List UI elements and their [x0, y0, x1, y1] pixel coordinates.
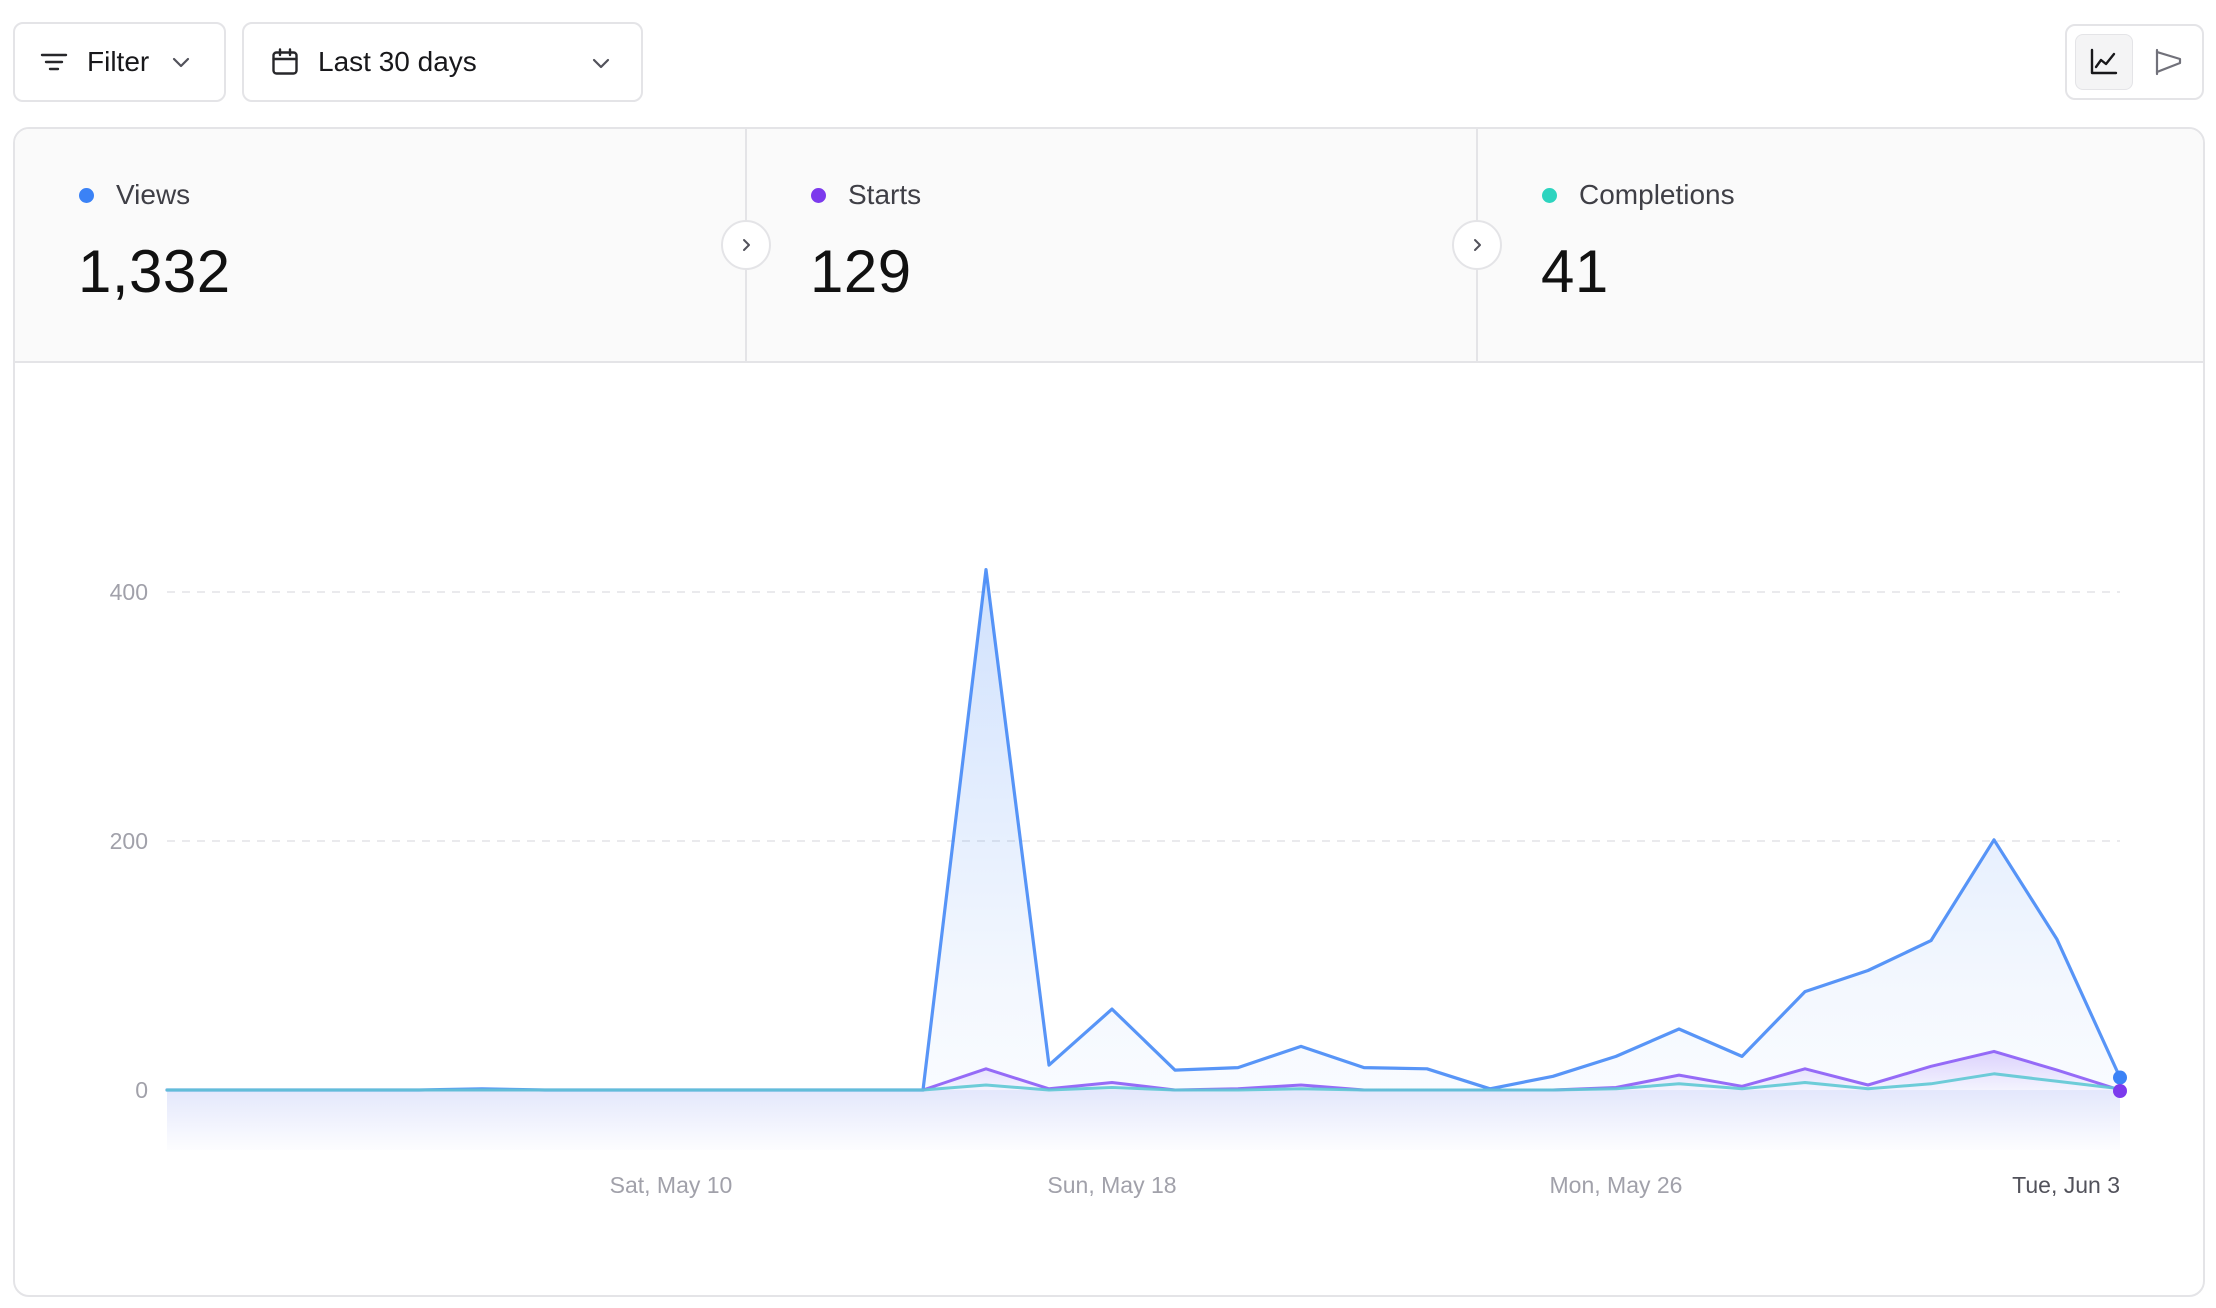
- chevron-down-icon: [169, 50, 193, 74]
- views-to-starts-arrow-button[interactable]: [721, 220, 771, 270]
- line-chart: 0 200 400 Sat, May 10 Sun, May 18 Mon, May 26…: [110, 568, 2127, 1198]
- x-tick-label: Sun, May 18: [1047, 1172, 1176, 1198]
- metric-starts[interactable]: Starts 129: [747, 129, 1477, 361]
- metric-starts-value: 129: [810, 238, 912, 305]
- date-range-label: Last 30 days: [318, 46, 477, 77]
- chart-view-toggle: [2065, 24, 2204, 100]
- metric-completions-label-text: Completions: [1579, 179, 1735, 210]
- filter-icon: [39, 47, 69, 77]
- series-area-views: [167, 569, 2120, 1090]
- line-chart-icon: [2089, 47, 2119, 77]
- chevron-right-icon: [737, 236, 755, 254]
- baseline-band: [167, 1090, 2120, 1150]
- filter-label: Filter: [87, 46, 150, 77]
- y-tick-label: 200: [110, 828, 148, 854]
- metric-starts-label: Starts: [811, 179, 921, 211]
- metric-views-label: Views: [79, 179, 190, 211]
- y-tick-label: 400: [110, 579, 148, 605]
- chevron-down-icon: [589, 51, 613, 75]
- x-tick-label: Mon, May 26: [1550, 1172, 1683, 1198]
- metric-views-value: 1,332: [78, 238, 231, 305]
- metric-completions[interactable]: Completions 41: [1478, 129, 2203, 361]
- y-tick-label: 0: [135, 1077, 148, 1103]
- completions-dot-icon: [1542, 187, 1557, 203]
- series-line-completions: [165, 1072, 2122, 1092]
- views-dot-icon: [79, 187, 94, 203]
- series-area-starts: [167, 1051, 2120, 1090]
- metric-completions-value: 41: [1541, 238, 1609, 305]
- metric-completions-label: Completions: [1542, 179, 1735, 211]
- filter-button[interactable]: Filter: [13, 22, 226, 102]
- line-chart-view-button[interactable]: [2075, 34, 2133, 90]
- x-tick-label: Sat, May 10: [610, 1172, 733, 1198]
- starts-dot-icon: [811, 187, 826, 203]
- chevron-right-icon: [1468, 236, 1486, 254]
- date-range-picker[interactable]: Last 30 days: [242, 22, 643, 102]
- funnel-chart-icon: [2153, 47, 2183, 77]
- starts-end-marker: [2113, 1084, 2127, 1098]
- metric-views[interactable]: Views 1,332: [15, 129, 745, 361]
- metrics-row: Views 1,332 Starts 129 Compl: [15, 129, 2203, 363]
- starts-to-completions-arrow-button[interactable]: [1452, 220, 1502, 270]
- toolbar: Filter Last 30 days: [13, 22, 2204, 102]
- analytics-card: Views 1,332 Starts 129 Compl: [13, 127, 2205, 1297]
- funnel-chart-view-button[interactable]: [2139, 34, 2197, 90]
- x-tick-label: Tue, Jun 3: [2012, 1172, 2120, 1198]
- calendar-icon: [270, 47, 300, 77]
- metric-starts-label-text: Starts: [848, 179, 922, 210]
- metric-views-label-text: Views: [116, 179, 191, 210]
- views-end-marker: [2113, 1070, 2127, 1085]
